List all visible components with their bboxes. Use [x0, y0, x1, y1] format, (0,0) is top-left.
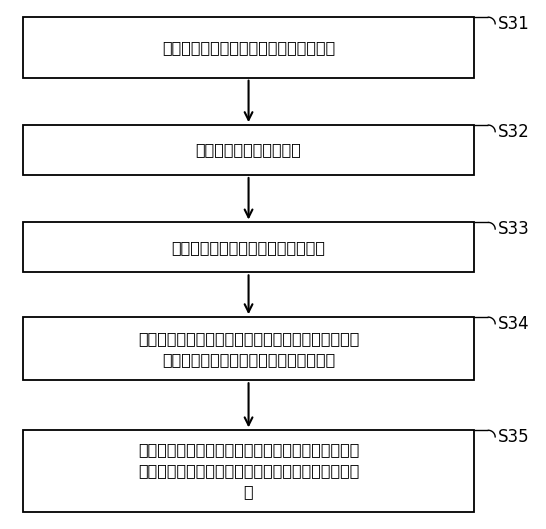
Text: 如果对低位图编码后的压缩率高于对补图编码后的压: 如果对低位图编码后的压缩率高于对补图编码后的压: [138, 331, 359, 345]
Text: 缩率，将低位图作为二维编码设备的输入: 缩率，将低位图作为二维编码设备的输入: [162, 352, 335, 367]
FancyBboxPatch shape: [23, 317, 474, 380]
Text: 入: 入: [244, 485, 253, 499]
FancyBboxPatch shape: [23, 125, 474, 175]
FancyBboxPatch shape: [23, 222, 474, 272]
FancyBboxPatch shape: [23, 430, 474, 512]
Text: 如果对低位图编码后的压缩率低于对补图编码后的压: 如果对低位图编码后的压缩率低于对补图编码后的压: [138, 442, 359, 458]
Text: S31: S31: [498, 15, 530, 33]
Text: 比较对低位图和补图编码后的压缩率: 比较对低位图和补图编码后的压缩率: [171, 240, 325, 255]
Text: 生成低位图所对应的补图: 生成低位图所对应的补图: [195, 142, 301, 158]
Text: S34: S34: [498, 315, 530, 333]
Text: 缩率，将低位图所对应的补图作为二维编码设备的输: 缩率，将低位图所对应的补图作为二维编码设备的输: [138, 463, 359, 479]
Text: S33: S33: [498, 220, 530, 238]
Text: 确定所述主图和副图中的高位图和低位图: 确定所述主图和副图中的高位图和低位图: [162, 40, 335, 55]
FancyBboxPatch shape: [23, 17, 474, 78]
Text: S35: S35: [498, 428, 530, 446]
Text: S32: S32: [498, 123, 530, 141]
